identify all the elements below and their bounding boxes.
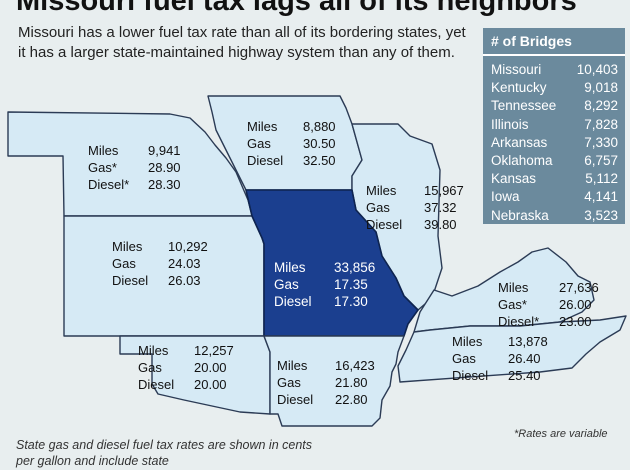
state-missouri xyxy=(245,189,419,337)
label-tennessee: Miles 13,878 Gas 26.40 Diesel 25.40 xyxy=(452,334,548,383)
label-missouri: Miles 33,856 Gas 17.35 Diesel 17.30 xyxy=(274,260,376,309)
bridges-panel: # of Bridges Missouri 10,403 Kentucky 9,01… xyxy=(483,28,625,224)
bridges-row: Nebraska 3,523 xyxy=(491,207,618,223)
bridges-row: Tennessee 8,292 xyxy=(491,98,618,114)
state-arkansas xyxy=(263,335,405,427)
state-nebraska xyxy=(7,111,253,217)
subtitle: Missouri has a lower fuel tax rate than … xyxy=(18,24,466,61)
bridges-row: Arkansas 7,330 xyxy=(491,134,618,150)
label-kentucky: Miles 27,636 Gas* 26.00 Diesel* 23.00 xyxy=(498,280,599,329)
bridges-panel-title: # of Bridges xyxy=(491,33,572,49)
bridges-row: Illinois 7,828 xyxy=(491,116,618,132)
label-nebraska: Miles 9,941 Gas* 28.90 Diesel* 28.30 xyxy=(88,143,181,192)
label-arkansas: Miles 16,423 Gas 21.80 Diesel 22.80 xyxy=(277,358,375,407)
state-tennessee xyxy=(397,315,627,383)
bridges-row: Oklahoma 6,757 xyxy=(491,153,618,169)
bridges-row: Missouri 10,403 xyxy=(491,62,618,77)
label-kansas: Miles 10,292 Gas 24.03 Diesel 26.03 xyxy=(112,239,208,288)
variable-rates-note: *Rates are variable xyxy=(514,428,608,440)
footnote: State gas and diesel fuel tax rates are … xyxy=(16,438,313,468)
bridges-row: Kentucky 9,018 xyxy=(491,80,618,96)
label-iowa: Miles 8,880 Gas 30.50 Diesel 32.50 xyxy=(247,119,336,168)
bridges-row: Iowa 4,141 xyxy=(491,189,618,205)
label-illinois: Miles 15,967 Gas 37.32 Diesel 39.80 xyxy=(366,183,464,232)
label-oklahoma: Miles 12,257 Gas 20.00 Diesel 20.00 xyxy=(138,343,234,392)
bridges-row: Kansas 5,112 xyxy=(491,171,618,187)
bridges-panel-divider xyxy=(483,54,625,56)
page-title: Missouri fuel tax lags all of its neighb… xyxy=(16,0,577,17)
bridges-list: Missouri 10,403 Kentucky 9,018 Tennessee 8,… xyxy=(483,61,625,225)
